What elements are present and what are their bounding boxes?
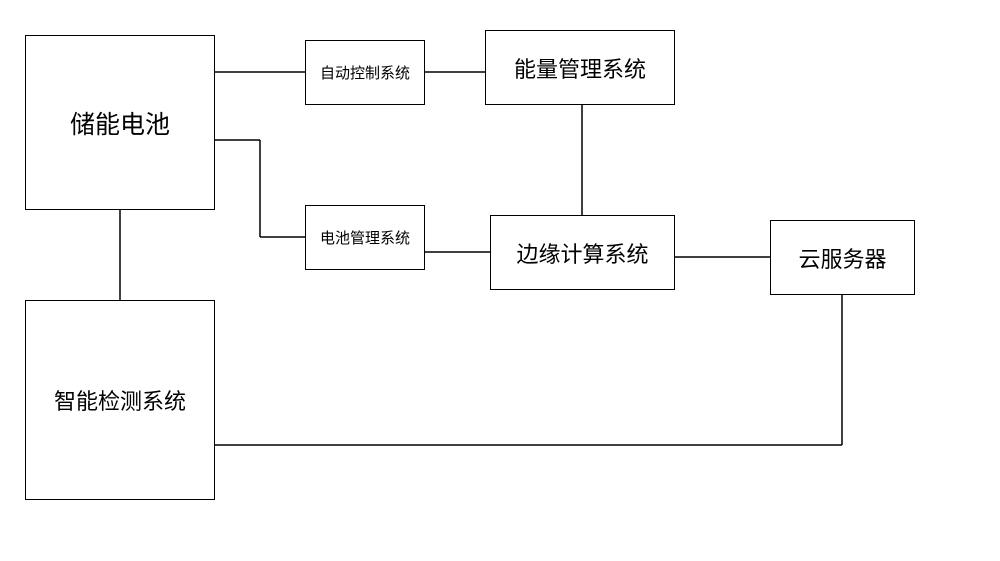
node-storage-battery: 储能电池 [25, 35, 215, 210]
node-label: 储能电池 [70, 105, 170, 141]
node-label: 云服务器 [798, 242, 886, 274]
node-energy-mgmt: 能量管理系统 [485, 30, 675, 105]
node-label: 自动控制系统 [320, 62, 410, 83]
node-label: 电池管理系统 [320, 227, 410, 248]
node-battery-mgmt: 电池管理系统 [305, 205, 425, 270]
node-edge-compute: 边缘计算系统 [490, 215, 675, 290]
node-label: 智能检测系统 [54, 384, 186, 416]
node-label: 边缘计算系统 [516, 237, 648, 269]
node-label: 能量管理系统 [514, 52, 646, 84]
node-cloud-server: 云服务器 [770, 220, 915, 295]
node-auto-control: 自动控制系统 [305, 40, 425, 105]
node-smart-detect: 智能检测系统 [25, 300, 215, 500]
